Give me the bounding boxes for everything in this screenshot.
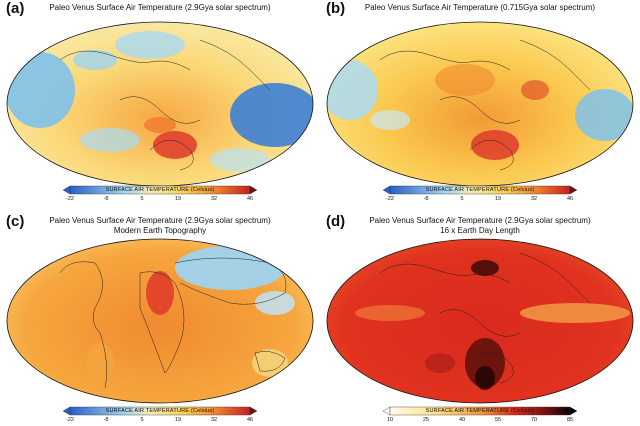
colorbar-tick: 32 bbox=[210, 196, 218, 202]
colorbar-title: SURFACE AIR TEMPERATURE (Celsius) bbox=[105, 408, 215, 414]
map-panel-d bbox=[326, 238, 634, 404]
panel-subtitle: Modern Earth Topography bbox=[113, 226, 207, 235]
colorbar-tick: 5 bbox=[140, 196, 144, 202]
colorbar-bar bbox=[382, 185, 578, 195]
colorbar-title: SURFACE AIR TEMPERATURE (Celsius) bbox=[105, 187, 215, 193]
colorbar-tick: 85 bbox=[566, 417, 574, 423]
colorbar-title: SURFACE AIR TEMPERATURE (Celsius) bbox=[425, 408, 535, 414]
colorbar-tick: -8 bbox=[423, 196, 429, 202]
map-panel-c bbox=[6, 238, 314, 404]
panel-b: (b) Paleo Venus Surface Air Temperature … bbox=[320, 0, 640, 213]
panel-title: Paleo Venus Surface Air Temperature (2.9… bbox=[49, 216, 271, 225]
colorbar-tick: 25 bbox=[422, 417, 430, 423]
colorbar-tick: -22 bbox=[66, 417, 74, 423]
colorbar-tick: 5 bbox=[460, 196, 464, 202]
panel-label: (a) bbox=[6, 0, 25, 17]
panel-label: (c) bbox=[6, 213, 25, 230]
colorbar-tick: -22 bbox=[66, 196, 74, 202]
colorbar-bar bbox=[62, 185, 258, 195]
colorbar-tick: -22 bbox=[386, 196, 394, 202]
colorbar-tick: 19 bbox=[174, 196, 182, 202]
colorbar-tick: 5 bbox=[140, 417, 144, 423]
panel-d: (d) Paleo Venus Surface Air Temperature … bbox=[320, 213, 640, 426]
panel-label: (b) bbox=[326, 0, 346, 17]
colorbar-tick: 40 bbox=[458, 417, 466, 423]
panel-title: Paleo Venus Surface Air Temperature (2.9… bbox=[49, 3, 271, 12]
colorbar-bar bbox=[382, 406, 578, 416]
colorbar-tick: 10 bbox=[386, 417, 394, 423]
colorbar-tick: 19 bbox=[494, 196, 502, 202]
map-panel-b bbox=[326, 21, 634, 187]
panel-a: (a) Paleo Venus Surface Air Temperature … bbox=[0, 0, 320, 213]
colorbar-tick: 46 bbox=[246, 196, 254, 202]
colorbar-tick: -8 bbox=[103, 417, 109, 423]
colorbar-tick: 32 bbox=[210, 417, 218, 423]
colorbar-title: SURFACE AIR TEMPERATURE (Celsius) bbox=[425, 187, 535, 193]
map-panel-a bbox=[6, 21, 314, 187]
colorbar-tick: 46 bbox=[566, 196, 574, 202]
panel-title: Paleo Venus Surface Air Temperature (2.9… bbox=[369, 216, 591, 225]
colorbar-tick: -8 bbox=[103, 196, 109, 202]
colorbar-tick: 32 bbox=[530, 196, 538, 202]
colorbar-tick: 70 bbox=[530, 417, 538, 423]
panel-subtitle: 16 x Earth Day Length bbox=[440, 226, 520, 235]
panel-c: (c) Paleo Venus Surface Air Temperature … bbox=[0, 213, 320, 426]
panel-title: Paleo Venus Surface Air Temperature (0.7… bbox=[364, 3, 596, 12]
colorbar-tick: 46 bbox=[246, 417, 254, 423]
colorbar-bar bbox=[62, 406, 258, 416]
colorbar-tick: 55 bbox=[494, 417, 502, 423]
colorbar-tick: 19 bbox=[174, 417, 182, 423]
panel-label: (d) bbox=[326, 213, 346, 230]
